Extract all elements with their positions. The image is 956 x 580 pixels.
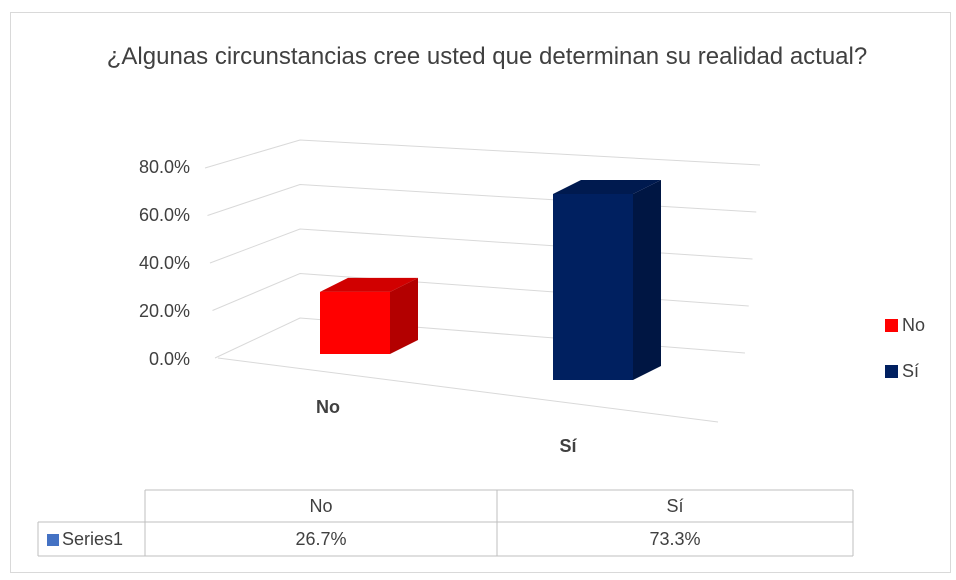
series-swatch [47, 534, 59, 546]
grid-line [214, 317, 746, 359]
legend-label: No [902, 315, 925, 335]
y-tick-label: 80.0% [139, 157, 190, 177]
bar [320, 291, 390, 354]
legend-label: Sí [902, 361, 919, 381]
y-tick-label: 20.0% [139, 301, 190, 321]
y-tick-label: 60.0% [139, 205, 190, 225]
y-tick-label: 0.0% [149, 349, 190, 369]
bar [553, 194, 633, 380]
floor-edge [217, 357, 719, 423]
grid-line [207, 183, 757, 216]
x-tick-label: Sí [559, 436, 577, 456]
x-tick-label: No [316, 397, 340, 417]
legend-swatch [885, 365, 898, 378]
table-value: 73.3% [649, 529, 700, 549]
table-value: 26.7% [295, 529, 346, 549]
bar-side [390, 277, 418, 354]
y-tick-label: 40.0% [139, 253, 190, 273]
bar-top [320, 277, 418, 292]
series-name: Series1 [62, 529, 123, 549]
table-header: Sí [666, 496, 683, 516]
bar-side [633, 180, 661, 380]
legend-swatch [885, 319, 898, 332]
bar-top [553, 180, 661, 195]
grid-line [204, 139, 761, 169]
grid-line [212, 272, 749, 311]
chart-title: ¿Algunas circunstancias cree usted que d… [106, 43, 868, 70]
chart-border [10, 12, 951, 573]
table-header: No [309, 496, 332, 516]
grid-line [209, 228, 753, 264]
